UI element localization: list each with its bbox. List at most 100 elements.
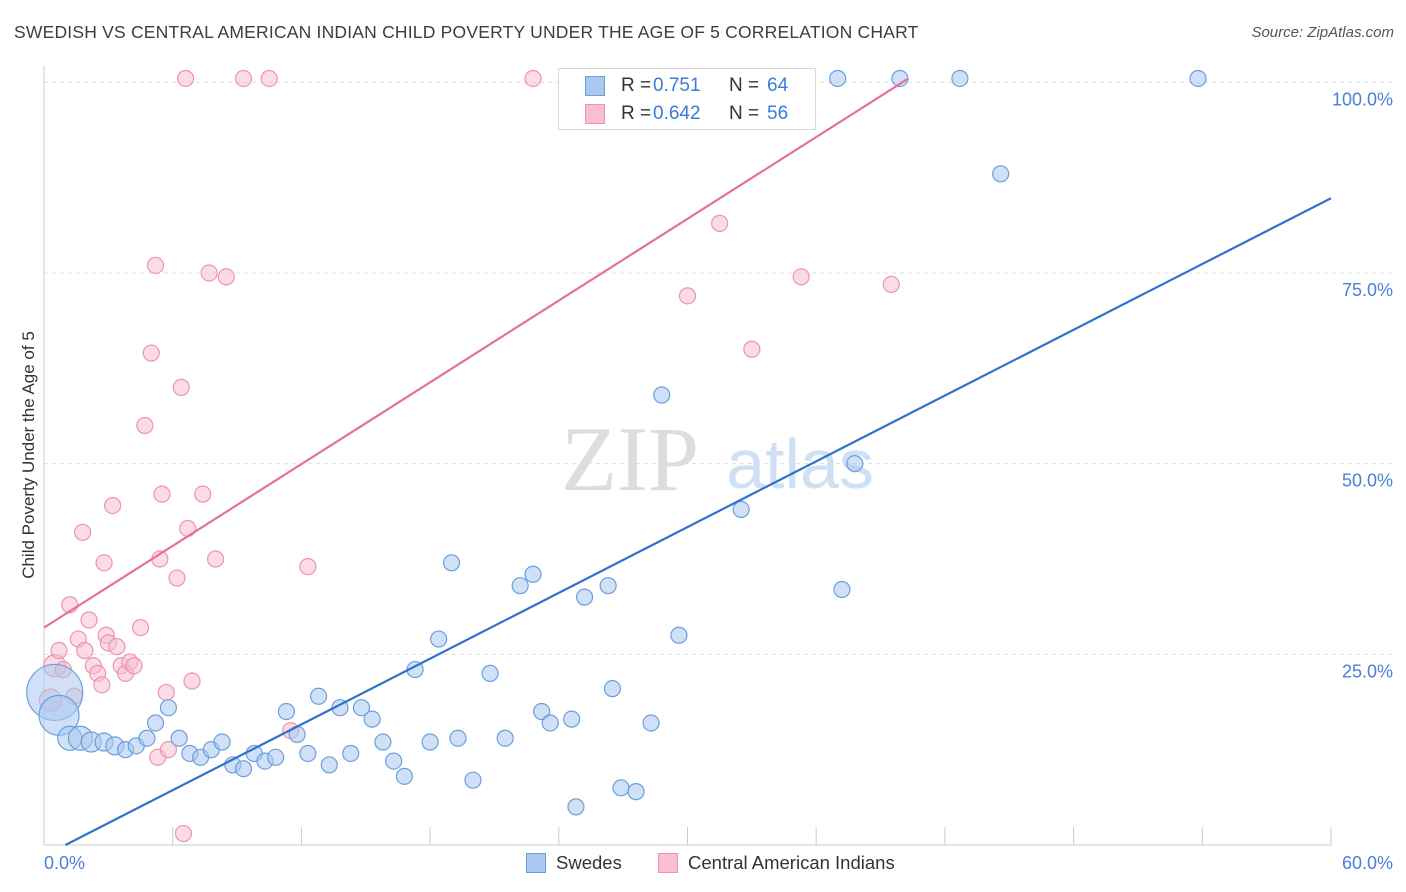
cai-point	[678, 287, 697, 305]
cai-point	[108, 638, 126, 656]
swedes-point	[481, 664, 499, 682]
correlation-legend: R = 0.751 N = 64 R = 0.642 N = 56	[558, 68, 816, 130]
swedes-point	[442, 554, 461, 572]
cai-point	[200, 264, 218, 282]
cai-point	[131, 619, 150, 637]
cai-point	[882, 275, 900, 294]
swedes-point	[159, 699, 178, 717]
n-label: N =	[729, 75, 760, 96]
cai-point	[234, 69, 253, 88]
cai-point	[50, 641, 68, 660]
cai-point	[93, 676, 111, 694]
swedes-point	[138, 729, 156, 747]
swedes-point	[829, 69, 847, 88]
x-tick-label: 0.0%	[44, 853, 85, 873]
cai-point	[159, 741, 178, 759]
swedes-point	[267, 748, 285, 766]
swedes-point	[234, 760, 253, 778]
swedes-point	[277, 702, 295, 721]
swedes-point	[846, 455, 864, 473]
swedes-point	[395, 767, 413, 785]
swedes-point	[170, 729, 188, 747]
swedes-point	[320, 756, 338, 774]
legend-label: Swedes	[556, 852, 622, 873]
cai-point	[146, 256, 165, 274]
swedes-point	[642, 714, 660, 732]
swedes-point	[732, 500, 750, 519]
cai-point	[299, 558, 317, 576]
gridlines	[44, 81, 1392, 655]
n-value: 56	[767, 103, 789, 124]
n-label: N =	[729, 103, 760, 124]
tick-labels: 25.0% 50.0% 75.0% 100.0% 0.0% 60.0%	[44, 89, 1393, 873]
swedes-point	[603, 680, 622, 698]
swedes-point	[464, 771, 482, 789]
cai-point	[95, 554, 113, 572]
trend-lines	[43, 77, 1332, 846]
swedes-point	[670, 626, 688, 644]
legend-item-cai[interactable]: Central American Indians	[658, 852, 895, 874]
cai-point	[80, 611, 98, 629]
cai-point	[157, 683, 175, 702]
swedes-point	[421, 733, 439, 751]
swedes-point	[612, 779, 630, 797]
swedes-point	[567, 798, 585, 816]
swedes-point	[363, 710, 381, 728]
swedes-point	[213, 733, 231, 751]
cai-point	[183, 672, 201, 690]
swedes-point	[449, 729, 467, 747]
cai-point	[172, 378, 190, 396]
legend-item-swedes[interactable]: Swedes	[526, 852, 622, 874]
cai-trend-line	[43, 77, 910, 629]
n-value: 64	[767, 75, 789, 96]
watermark-zip: ZIP	[561, 408, 699, 510]
cai-point	[207, 550, 225, 568]
chart-title: SWEDISH VS CENTRAL AMERICAN INDIAN CHILD…	[14, 22, 919, 42]
swedes-trend-line	[64, 197, 1332, 846]
cai-point	[260, 69, 278, 88]
swedes-point	[1189, 69, 1207, 88]
swedes-point	[430, 630, 448, 648]
r-label: R =	[621, 75, 652, 96]
cai-point	[179, 519, 197, 538]
cai-swatch	[585, 104, 605, 124]
cai-point	[743, 340, 761, 358]
swedes-point	[833, 580, 851, 599]
cai-point	[176, 69, 195, 88]
swedes-point	[563, 710, 581, 728]
cai-point	[153, 485, 171, 503]
cai-point	[174, 824, 193, 843]
cai-point	[524, 69, 542, 88]
cai-point	[711, 214, 729, 232]
cai-point	[74, 523, 92, 541]
swedes-point	[342, 744, 360, 763]
cai-point	[217, 268, 235, 286]
swedes-swatch	[585, 76, 605, 96]
cai-point	[142, 344, 160, 362]
cai-swatch	[658, 853, 678, 873]
source-label: Source: ZipAtlas.com	[1251, 24, 1394, 41]
cai-point	[76, 641, 94, 660]
swedes-point	[951, 69, 969, 88]
cai-point	[792, 268, 810, 286]
y-axis-label: Child Poverty Under the Age of 5	[19, 331, 38, 579]
r-value: 0.751	[653, 75, 701, 96]
swedes-point	[352, 699, 371, 717]
watermark: ZIP atlas	[561, 408, 874, 510]
cai-point	[168, 569, 186, 587]
swedes-point	[541, 714, 559, 732]
swedes-point	[627, 783, 645, 801]
swedes-point	[599, 577, 617, 595]
cai-point	[125, 657, 143, 675]
swedes-point	[299, 744, 317, 763]
swedes-point	[496, 729, 514, 747]
legend-label: Central American Indians	[688, 852, 895, 873]
swedes-point	[575, 588, 594, 606]
y-tick-label: 25.0%	[1342, 661, 1393, 681]
swedes-point	[374, 733, 392, 751]
y-tick-label: 50.0%	[1342, 471, 1393, 491]
x-tick-label: 60.0%	[1342, 853, 1393, 873]
series-legend: Swedes Central American Indians	[0, 852, 1406, 878]
series-swedes	[26, 69, 1207, 816]
